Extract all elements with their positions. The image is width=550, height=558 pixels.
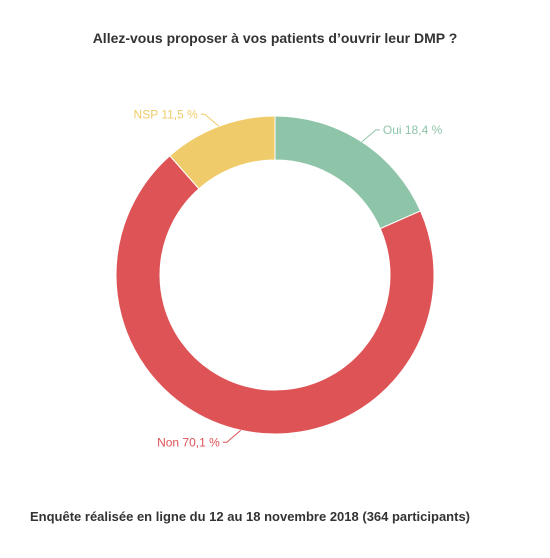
slice-labels: Oui 18,4 % Non 70,1 % NSP 11,5 %	[134, 107, 443, 449]
slice-nsp	[169, 115, 276, 190]
slice-label-oui: Oui 18,4 %	[383, 123, 443, 137]
slice-label-non: Non 70,1 %	[157, 435, 220, 449]
slice-non	[115, 155, 435, 435]
donut-slices	[115, 115, 435, 435]
leader-line-non	[222, 429, 242, 443]
survey-footnote: Enquête réalisée en ligne du 12 au 18 no…	[30, 509, 471, 524]
chart-title: Allez-vous proposer à vos patients d’ouv…	[92, 30, 458, 46]
leader-line-oui	[361, 129, 380, 143]
leader-line-nsp	[200, 113, 220, 127]
slice-label-nsp: NSP 11,5 %	[134, 107, 199, 121]
label-leader-lines	[200, 113, 380, 443]
